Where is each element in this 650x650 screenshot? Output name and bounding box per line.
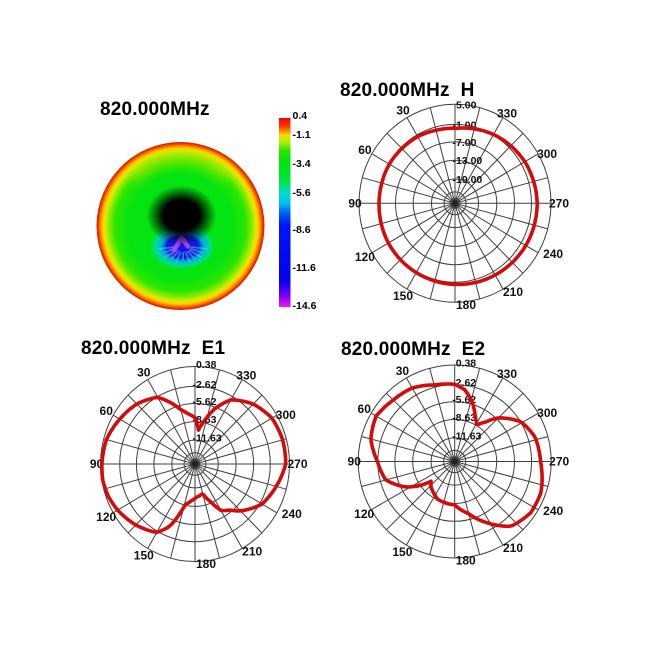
svg-text:300: 300 xyxy=(537,406,557,420)
svg-text:150: 150 xyxy=(134,548,154,562)
svg-text:-2.62: -2.62 xyxy=(193,379,217,391)
svg-text:820.000MHz: 820.000MHz xyxy=(100,99,210,120)
svg-text:90: 90 xyxy=(348,455,362,469)
svg-text:-7.00: -7.00 xyxy=(453,137,477,149)
svg-text:60: 60 xyxy=(358,143,372,157)
svg-text:30: 30 xyxy=(396,364,410,378)
svg-text:30: 30 xyxy=(396,104,410,118)
svg-text:240: 240 xyxy=(282,507,302,521)
svg-text:240: 240 xyxy=(543,247,563,261)
svg-text:90: 90 xyxy=(90,457,104,471)
svg-text:-14.6: -14.6 xyxy=(293,300,317,312)
svg-text:180: 180 xyxy=(456,298,476,312)
svg-text:180: 180 xyxy=(196,557,216,571)
svg-text:-3.4: -3.4 xyxy=(293,158,311,170)
svg-text:330: 330 xyxy=(236,369,256,383)
svg-text:150: 150 xyxy=(393,289,413,303)
svg-text:300: 300 xyxy=(537,147,557,161)
svg-text:0.38: 0.38 xyxy=(456,358,477,370)
svg-text:90: 90 xyxy=(348,196,362,210)
svg-text:820.000MHz E2: 820.000MHz E2 xyxy=(341,339,485,360)
svg-text:330: 330 xyxy=(497,367,517,381)
svg-text:-13.00: -13.00 xyxy=(453,155,483,167)
svg-text:330: 330 xyxy=(497,107,517,121)
svg-text:270: 270 xyxy=(549,455,569,469)
svg-text:210: 210 xyxy=(503,541,523,555)
svg-text:300: 300 xyxy=(276,408,296,422)
svg-text:120: 120 xyxy=(354,507,374,521)
svg-text:820.000MHz H: 820.000MHz H xyxy=(340,80,475,101)
svg-text:-11.6: -11.6 xyxy=(293,262,317,274)
svg-text:60: 60 xyxy=(358,402,372,416)
svg-text:120: 120 xyxy=(96,510,116,524)
svg-text:240: 240 xyxy=(543,504,563,518)
svg-text:-19.00: -19.00 xyxy=(453,174,483,186)
svg-text:-11.63: -11.63 xyxy=(452,430,481,442)
svg-text:-5.62: -5.62 xyxy=(193,396,217,408)
svg-text:120: 120 xyxy=(355,250,375,264)
svg-text:-8.63: -8.63 xyxy=(452,412,476,424)
svg-text:30: 30 xyxy=(137,366,151,380)
svg-text:-5.6: -5.6 xyxy=(293,187,311,199)
svg-text:0.38: 0.38 xyxy=(196,359,217,371)
svg-text:270: 270 xyxy=(287,457,307,471)
svg-text:270: 270 xyxy=(549,196,569,210)
svg-text:5.00: 5.00 xyxy=(456,99,477,111)
svg-text:210: 210 xyxy=(242,544,262,558)
svg-text:180: 180 xyxy=(456,554,476,568)
svg-text:-8.6: -8.6 xyxy=(293,224,311,236)
svg-text:820.000MHz E1: 820.000MHz E1 xyxy=(81,338,226,359)
svg-text:-11.63: -11.63 xyxy=(193,433,222,445)
svg-text:0.4: 0.4 xyxy=(293,110,308,122)
svg-text:-1.1: -1.1 xyxy=(293,129,311,141)
svg-text:210: 210 xyxy=(503,285,523,299)
svg-text:150: 150 xyxy=(392,545,412,559)
svg-text:60: 60 xyxy=(100,404,114,418)
